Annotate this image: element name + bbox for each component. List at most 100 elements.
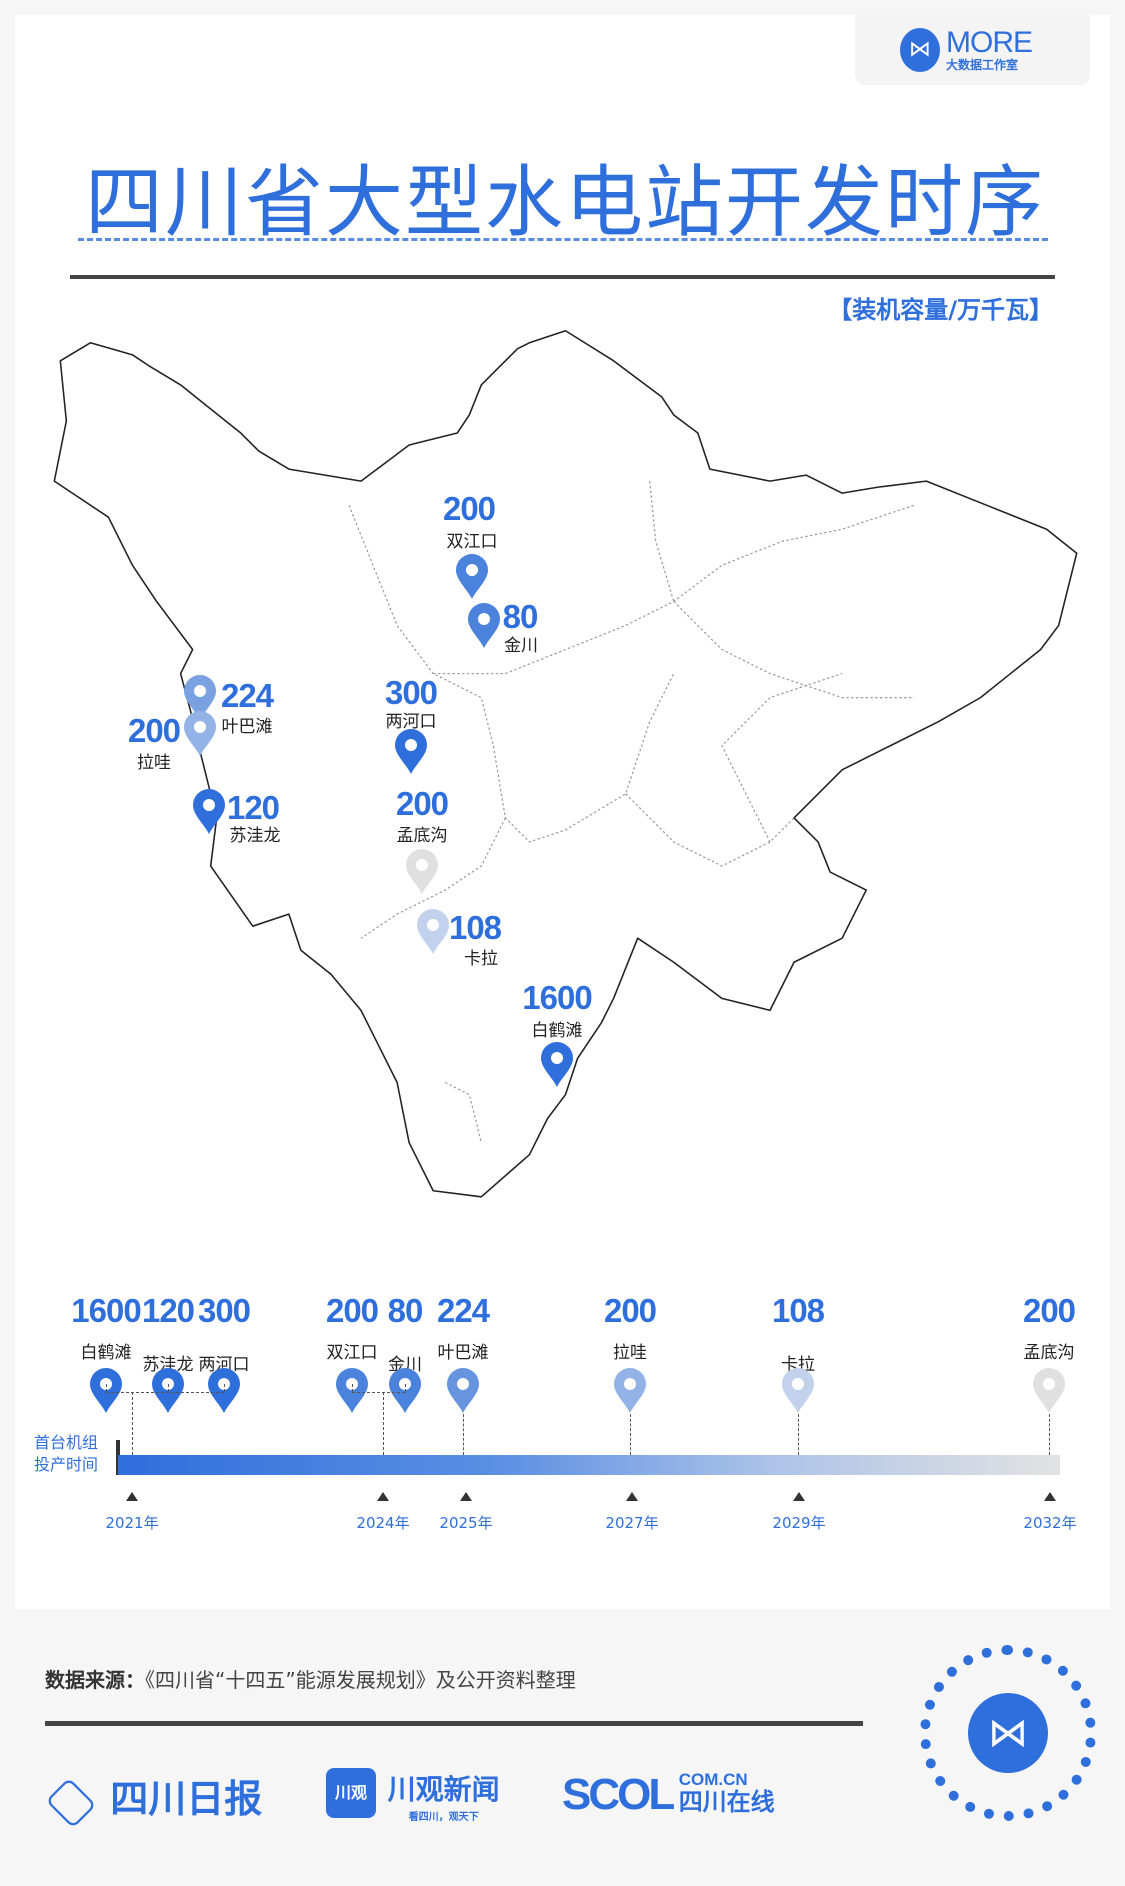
year-label: 2029年 (772, 1514, 826, 1532)
timeline-capacity-label: 80 (387, 1292, 424, 1329)
year-connector (630, 1414, 631, 1455)
timeline-station-name: 两河口 (198, 1355, 250, 1375)
map-station-name: 卡拉 (464, 949, 498, 969)
map-station-name: 苏洼龙 (229, 826, 281, 846)
map-capacity-label: 200 (395, 785, 449, 822)
map-capacity-label: 120 (226, 789, 280, 826)
year-marker-icon (460, 1492, 472, 1501)
scol-text: SCOL (562, 1770, 675, 1819)
year-marker-icon (626, 1492, 638, 1501)
year-label: 2021年 (105, 1514, 159, 1532)
year-label: 2032年 (1023, 1514, 1077, 1532)
map-station-name: 两河口 (385, 712, 437, 732)
map-pin-icon (183, 711, 217, 757)
year-connector (383, 1392, 384, 1455)
map-pin-icon (192, 789, 226, 835)
timeline-capacity-label: 1600 (71, 1292, 141, 1329)
map-capacity-label: 300 (384, 674, 438, 711)
timeline-station-name: 金川 (388, 1355, 422, 1375)
map-capacity-label: 80 (502, 598, 539, 635)
data-source: 数据来源：《四川省“十四五”能源发展规划》及公开资料整理 (45, 1664, 576, 1693)
map-station-name: 金川 (504, 636, 538, 656)
year-label: 2024年 (356, 1514, 410, 1532)
timeline-capacity-label: 300 (197, 1292, 251, 1329)
map-station-name: 双江口 (446, 532, 498, 552)
footer-divider (45, 1721, 863, 1726)
timeline-axis-label: 首台机组 投产时间 (34, 1432, 98, 1476)
map-pin-icon (405, 849, 439, 895)
year-label: 2025年 (439, 1514, 493, 1532)
bracket-tick (352, 1384, 353, 1392)
divider (70, 275, 1055, 279)
map-station-name: 拉哇 (137, 753, 171, 773)
timeline-station-name: 苏洼龙 (142, 1355, 194, 1375)
timeline-station-name: 双江口 (326, 1343, 378, 1363)
timeline-capacity-label: 224 (436, 1292, 490, 1329)
sichuan-daily-emblem-icon (45, 1777, 97, 1828)
province-outline (53, 329, 1078, 1198)
bracket-tick (168, 1384, 169, 1392)
source-text: 《四川省“十四五”能源发展规划》及公开资料整理 (145, 1668, 576, 1692)
map-capacity-label: 200 (127, 712, 181, 749)
city-boundaries (348, 481, 915, 1143)
map-capacity-label: 1600 (522, 979, 592, 1016)
map-station-name: 白鹤滩 (531, 1021, 583, 1041)
year-marker-icon (793, 1492, 805, 1501)
title-dashed-divider (78, 238, 1048, 241)
logo-sub: 大数据工作室 (946, 58, 1019, 72)
timeline-pin-icon (446, 1368, 480, 1414)
timeline-pin-icon (1032, 1368, 1066, 1414)
timeline-capacity-label: 200 (603, 1292, 657, 1329)
map-station-name: 叶巴滩 (221, 717, 273, 737)
map-pin-icon (455, 554, 489, 600)
scol-cn-text: 四川在线 (678, 1789, 775, 1816)
logo-tab (855, 15, 1090, 85)
timeline-capacity-label: 200 (1022, 1292, 1076, 1329)
chuanguan-text: 川观新闻 (387, 1773, 500, 1806)
map-station-name: 孟底沟 (396, 826, 448, 846)
map-pin-icon (467, 603, 501, 649)
chuanguan-logo: 川观 川观新闻看四川，观天下 (326, 1768, 500, 1823)
map-pin-icon (540, 1042, 574, 1088)
chuanguan-slogan: 看四川，观天下 (408, 1812, 479, 1823)
timeline-station-name: 拉哇 (613, 1343, 647, 1363)
timeline-bar (118, 1455, 1060, 1475)
timeline-capacity-label: 200 (325, 1292, 379, 1329)
scol-logo: SCOL COM.CN 四川在线 (562, 1770, 775, 1820)
source-label: 数据来源： (45, 1668, 145, 1692)
more-logo-icon: ⋈ (900, 28, 940, 72)
map-pin-icon (416, 909, 450, 955)
bracket-tick (224, 1384, 225, 1392)
year-connector (1049, 1414, 1050, 1455)
timeline-label-line1: 首台机组 (34, 1433, 99, 1452)
year-marker-icon (126, 1492, 138, 1501)
page-title: 四川省大型水电站开发时序 (84, 158, 1045, 248)
bracket-tick (106, 1384, 107, 1392)
scol-domain: COM.CN (678, 1770, 748, 1789)
sichuan-daily-text: 四川日报 (110, 1776, 263, 1821)
more-logo-icon: ⋈ (968, 1693, 1048, 1773)
year-marker-icon (377, 1492, 389, 1501)
timeline-station-name: 卡拉 (781, 1355, 815, 1375)
logo-text: MORE (946, 26, 1033, 59)
map-capacity-label: 108 (448, 909, 502, 946)
map-pin-icon (183, 675, 217, 721)
year-connector (132, 1392, 133, 1455)
chuanguan-app-icon: 川观 (326, 1768, 376, 1818)
timeline-capacity-label: 120 (141, 1292, 195, 1329)
year-connector (798, 1414, 799, 1455)
timeline-pin-icon (781, 1368, 815, 1414)
timeline-station-name: 白鹤滩 (80, 1343, 132, 1363)
year-connector (463, 1414, 464, 1455)
bracket-tick (405, 1384, 406, 1392)
map-pin-icon (394, 729, 428, 775)
map-capacity-label: 224 (220, 677, 274, 714)
timeline-label-line2: 投产时间 (34, 1455, 99, 1474)
mini-program-qr-code[interactable] (920, 1645, 1096, 1821)
sichuan-daily-logo: 四川日报 (45, 1768, 263, 1828)
timeline-pin-icon (613, 1368, 647, 1414)
timeline-station-name: 孟底沟 (1023, 1343, 1075, 1363)
group-bracket (106, 1392, 224, 1393)
year-label: 2027年 (605, 1514, 659, 1532)
timeline-capacity-label: 108 (771, 1292, 825, 1329)
